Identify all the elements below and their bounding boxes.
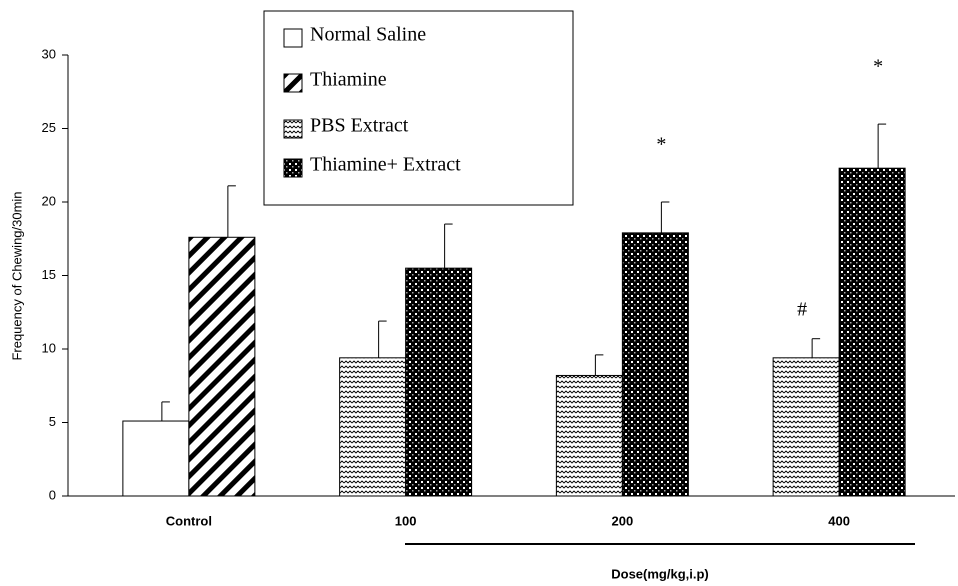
bar [555,374,623,497]
legend-swatch [283,158,303,178]
y-tick-label: 15 [42,267,56,282]
annotation: # [797,298,807,320]
bar [188,236,256,497]
bar [772,357,840,497]
y-axis-label: Frequency of Chewing/30min [9,191,24,360]
legend-label: PBS Extract [310,115,409,137]
x-axis-label: Dose(mg/kg,i.p) [611,566,709,581]
annotation: * [873,56,883,78]
x-tick-label: 400 [828,513,850,528]
bar [838,167,906,497]
y-tick-label: 30 [42,46,56,61]
legend-label: Thiamine [310,69,387,91]
legend-swatch [283,73,303,93]
y-tick-label: 5 [49,414,56,429]
legend-label: Normal Saline [310,24,426,46]
y-tick-label: 25 [42,120,56,135]
y-tick-label: 20 [42,193,56,208]
bar [621,232,689,497]
x-tick-label: Control [166,513,212,528]
x-tick-label: 200 [612,513,634,528]
legend-swatch [283,28,303,48]
x-tick-label: 100 [395,513,417,528]
bar [122,420,190,497]
bar [339,357,407,497]
y-tick-label: 10 [42,340,56,355]
bar [405,267,473,497]
legend-swatch [283,119,303,139]
legend-label: Thiamine+ Extract [310,154,461,176]
annotation: * [656,134,666,156]
y-tick-label: 0 [49,487,56,502]
legend-box [263,10,574,206]
